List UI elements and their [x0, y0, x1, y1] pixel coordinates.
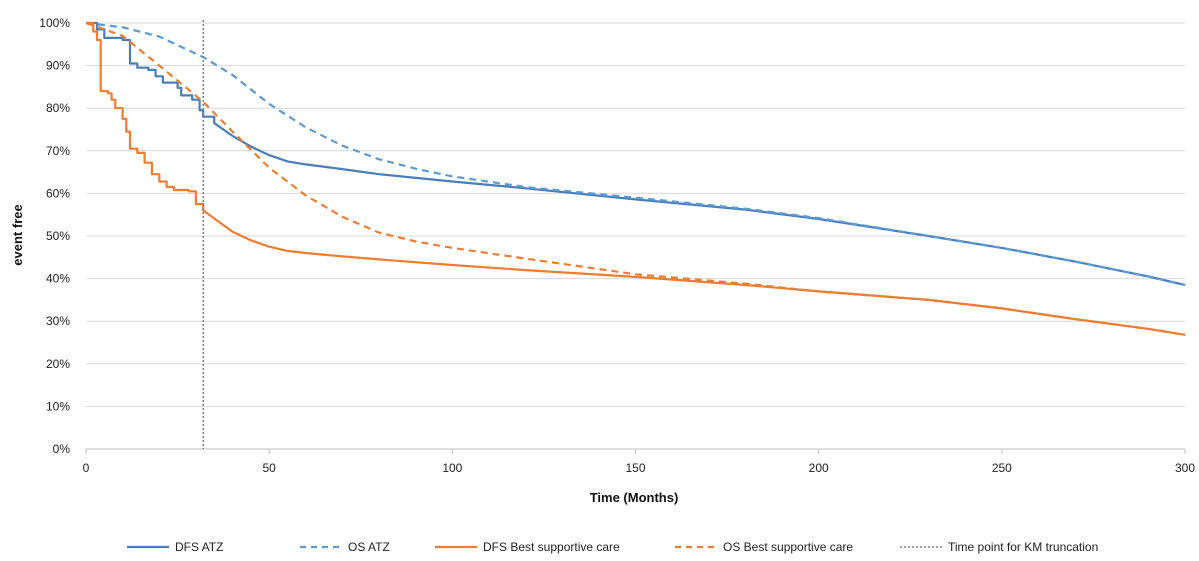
series-dfs-best-supportive-care — [86, 21, 1186, 336]
x-tick-label: 50 — [262, 461, 276, 475]
legend: DFS ATZ OS ATZ DFS Best supportive care OS … — [127, 540, 1098, 554]
x-axis-title: Time (Months) — [590, 490, 679, 505]
y-axis-title: event free — [10, 204, 25, 265]
y-tick-label: 10% — [46, 399, 70, 413]
legend-label-os-atz: OS ATZ — [348, 540, 390, 554]
y-tick-label: 0% — [53, 442, 71, 456]
y-tick-label: 80% — [46, 101, 70, 115]
x-tick-label: 200 — [809, 461, 829, 475]
legend-label-os-best-supportive-care: OS Best supportive care — [723, 540, 853, 554]
series-lines — [85, 20, 1186, 449]
legend-label-dfs-atz: DFS ATZ — [175, 540, 223, 554]
gridlines — [86, 22, 1185, 450]
x-tick-labels: 0 50 100 150 200 250 300 — [83, 461, 1196, 475]
y-tick-label: 30% — [46, 314, 70, 328]
axes — [85, 448, 1186, 454]
x-tick-label: 150 — [625, 461, 645, 475]
y-tick-labels: 0% 10% 20% 30% 40% 50% 60% 70% 80% 90% 100% — [39, 16, 70, 456]
y-tick-label: 20% — [46, 357, 70, 371]
y-tick-label: 50% — [46, 229, 70, 243]
y-tick-label: 40% — [46, 272, 70, 286]
y-tick-label: 100% — [39, 16, 70, 30]
x-tick-label: 300 — [1175, 461, 1195, 475]
series-os-atz — [85, 21, 1186, 287]
x-tick-label: 100 — [442, 461, 462, 475]
series-os-best-supportive-care — [85, 21, 1186, 336]
legend-label-time-point-for-km-truncation: Time point for KM truncation — [948, 540, 1098, 554]
y-tick-label: 90% — [46, 59, 70, 73]
y-tick-label: 60% — [46, 186, 70, 200]
legend-label-dfs-best-supportive-care: DFS Best supportive care — [483, 540, 620, 554]
x-tick-label: 250 — [992, 461, 1012, 475]
series-dfs-atz — [86, 21, 1186, 287]
x-tick-label: 0 — [83, 461, 90, 475]
y-tick-label: 70% — [46, 144, 70, 158]
